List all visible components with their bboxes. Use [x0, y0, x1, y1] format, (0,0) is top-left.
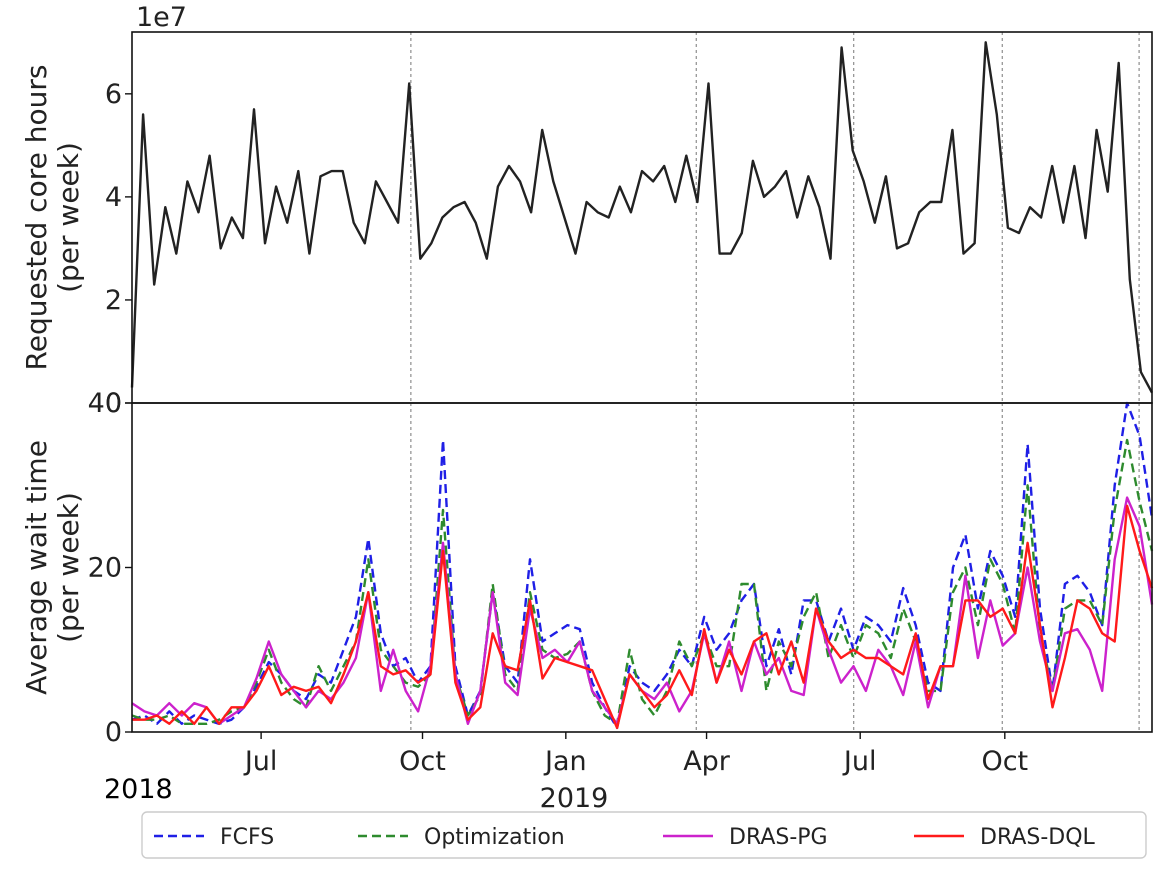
bottom-panel-ytick-label-2: 40: [88, 388, 122, 419]
legend: FCFS Optimization DRAS-PG DRAS-DQL: [141, 811, 1147, 859]
legend-label-fcfs: FCFS: [220, 825, 274, 850]
bottom-panel-ytick-label-1: 20: [88, 553, 122, 584]
top-panel-ylabel-line-0: Requested core hours: [20, 65, 53, 371]
year-label-2018: 2018: [104, 774, 173, 805]
top-panel-ytick-label-3: 6: [105, 79, 122, 110]
legend-label-dras-pg: DRAS-PG: [729, 825, 828, 850]
bottom-panel-xtick-label-0: Jul: [243, 746, 278, 777]
bottom-panel-xtick-label-3: Apr: [683, 746, 731, 777]
legend-label-dras-dql: DRAS-DQL: [980, 825, 1096, 850]
top-panel-series-requested-core-hours: [130, 41, 1154, 394]
bottom-panel-group: 0 20 40 Average wait time (per week) Jul Oct Ja…: [20, 388, 1154, 814]
bottom-panel-xtick-label-2: Jan: [543, 746, 587, 777]
bottom-panel-frame: [131, 402, 1153, 733]
year-label-2019: 2019: [540, 783, 609, 814]
legend-frame: [141, 811, 1147, 859]
legend-label-optimization: Optimization: [424, 825, 565, 850]
bottom-panel-ytick-label-0: 0: [105, 717, 122, 748]
bottom-panel-xtick-label-1: Oct: [399, 746, 446, 777]
bottom-panel-ylabel-line-0: Average wait time: [20, 440, 53, 695]
bottom-panel-ylabel-line-1: (per week): [52, 492, 85, 643]
bottom-panel-xtick-label-5: Oct: [981, 746, 1028, 777]
top-panel-ytick-label-0: 0: [105, 388, 122, 419]
top-panel-ytick-label-2: 4: [105, 182, 122, 213]
bottom-panel-series-optimization: [131, 438, 1154, 725]
top-panel-group: 0 2 4 6 Requested core hours (per week) 1e7: [20, 2, 1154, 419]
top-panel-ylabel-line-1: (per week): [52, 142, 85, 293]
top-panel-ytick-label-1: 2: [105, 285, 122, 316]
top-panel-offset-text: 1e7: [136, 2, 187, 33]
bottom-panel-xtick-label-4: Jul: [842, 746, 877, 777]
bottom-panel-series-dras-dql: [132, 504, 1154, 730]
